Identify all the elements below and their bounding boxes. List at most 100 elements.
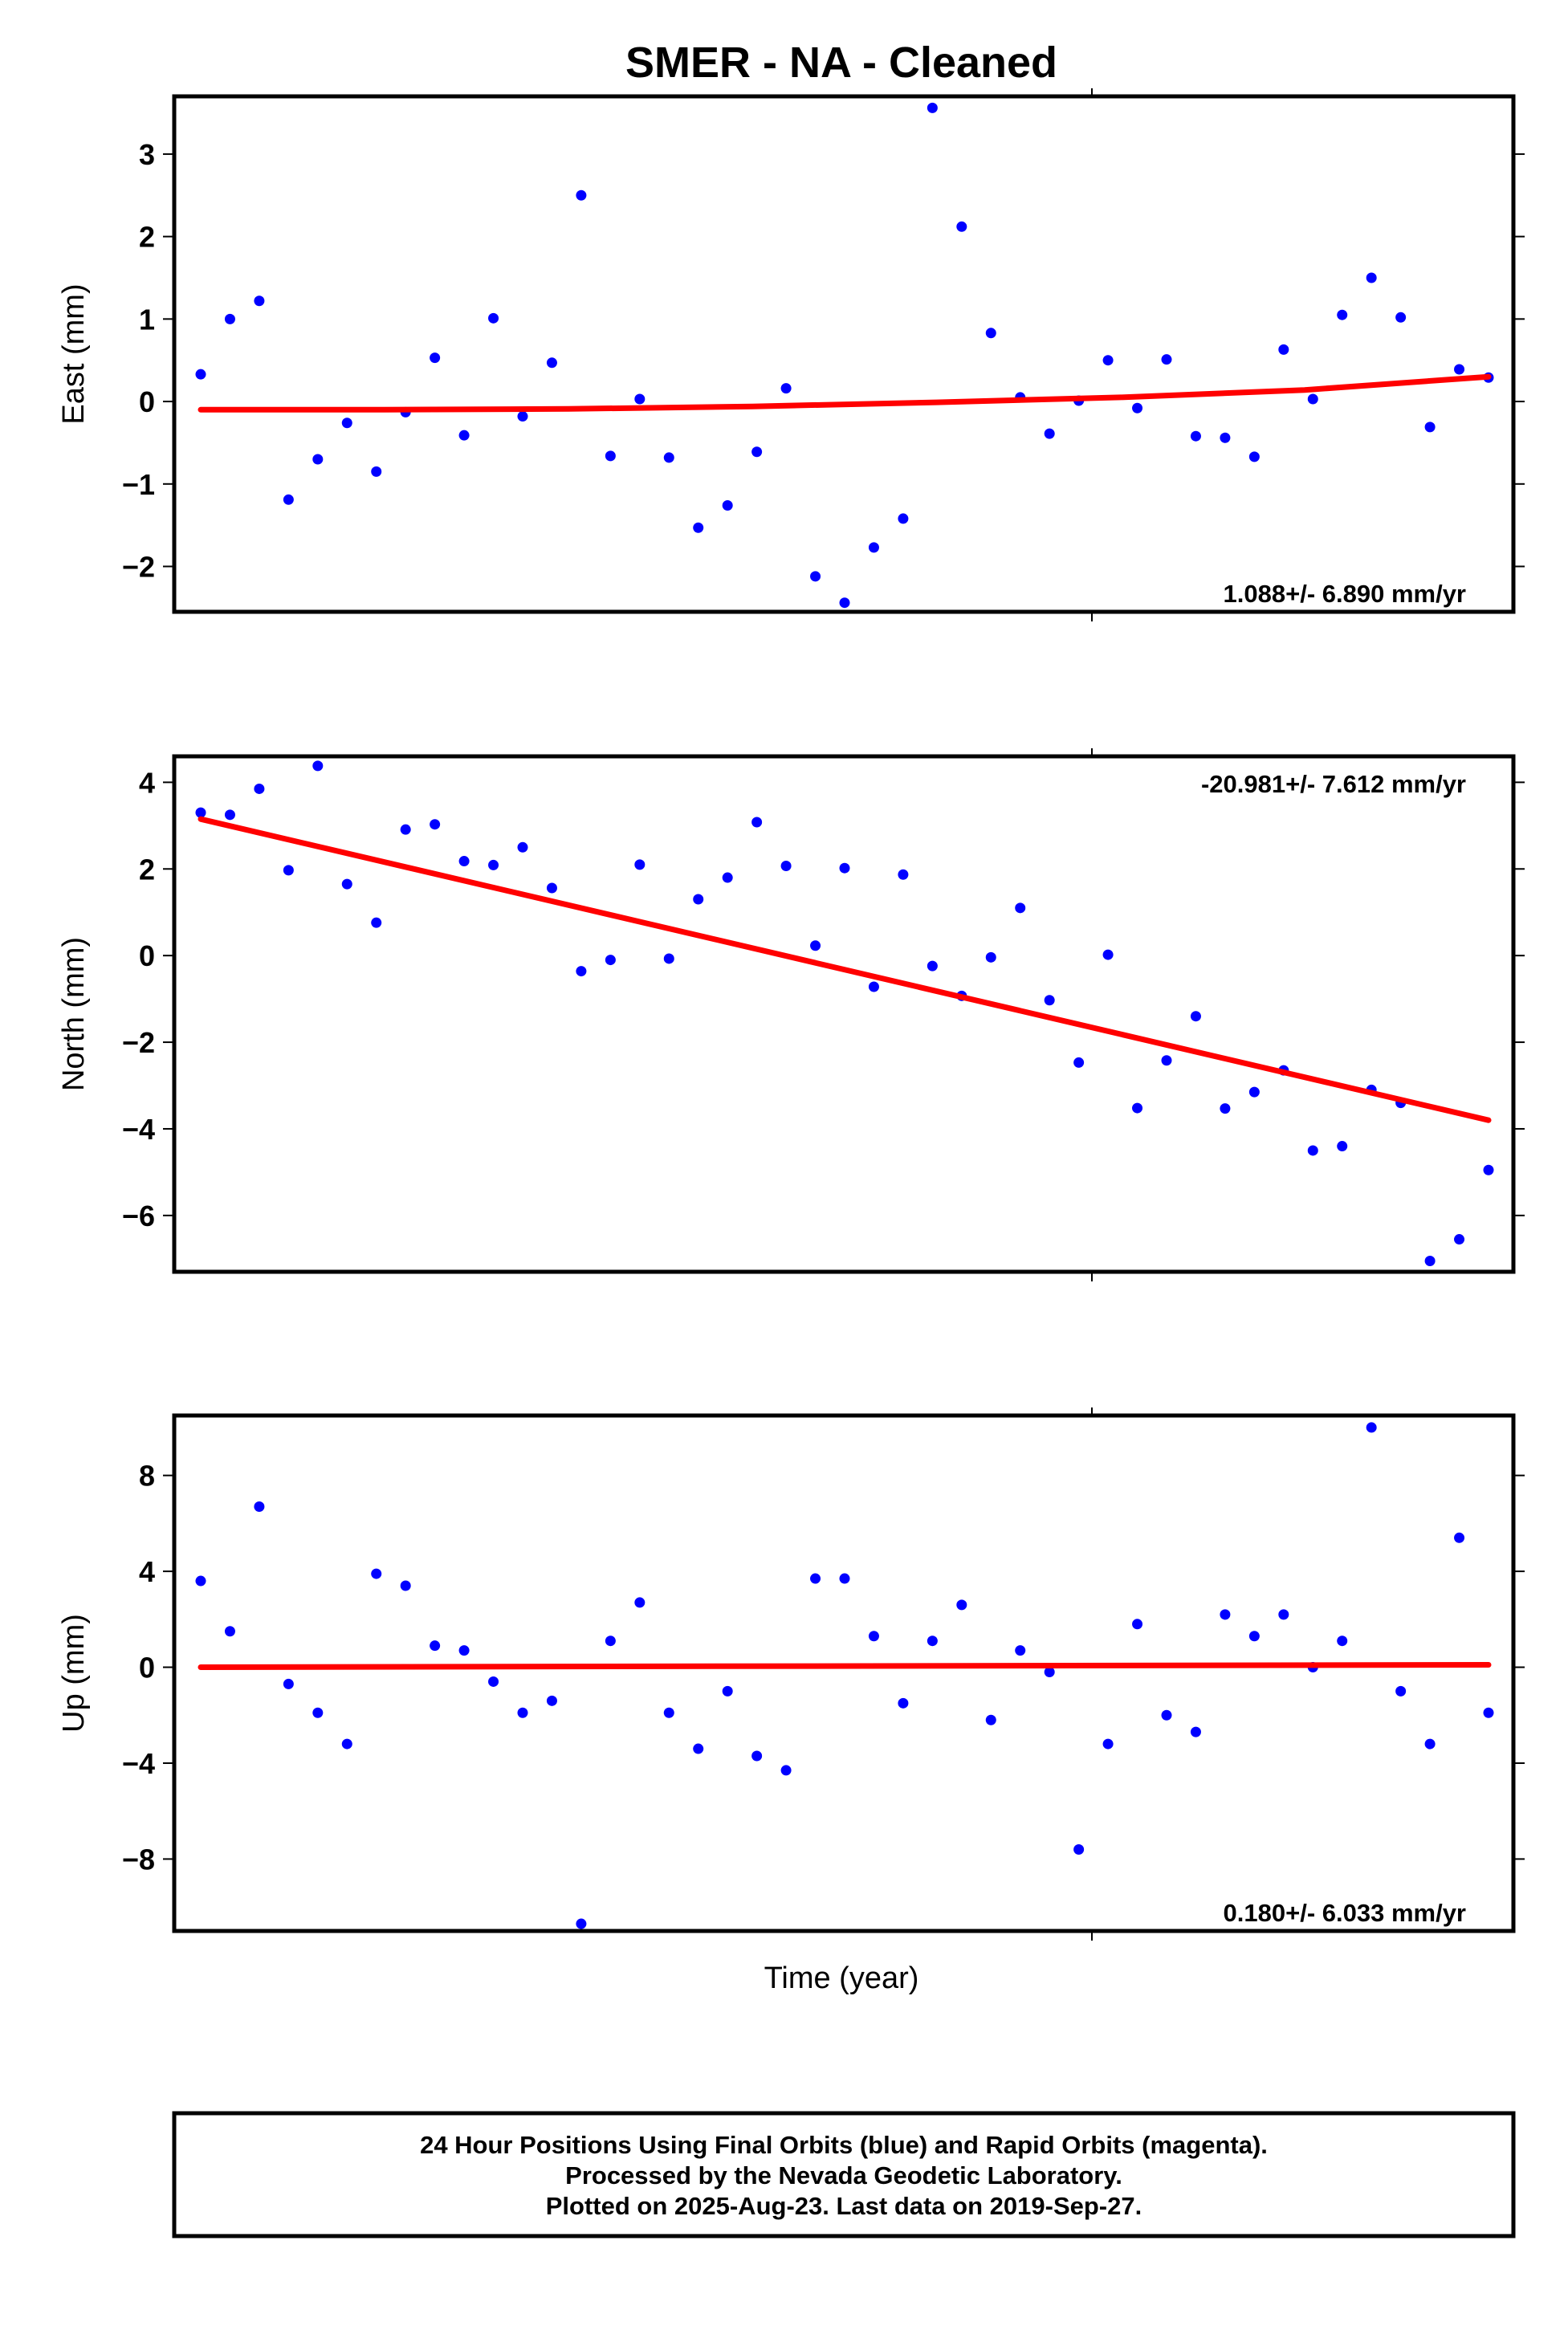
data-point <box>1483 1707 1494 1718</box>
data-point <box>195 369 206 380</box>
data-point <box>312 760 324 772</box>
data-point <box>663 953 674 964</box>
data-point <box>693 1743 704 1754</box>
data-point <box>576 966 587 977</box>
panel-3: 8 4 0 −4 −8 Up (mm) 0.180+/- 6.033 mm/yr <box>57 1407 1525 1941</box>
data-point <box>780 1765 792 1776</box>
y-tick-label: −6 <box>122 1200 155 1232</box>
data-point <box>488 859 499 870</box>
data-point <box>458 430 470 441</box>
data-point <box>605 450 616 462</box>
data-point <box>839 597 850 609</box>
y-tick-label: 1 <box>139 303 155 336</box>
data-point <box>254 295 265 307</box>
footer-line-1: 24 Hour Positions Using Final Orbits (bl… <box>420 2131 1268 2159</box>
y-tick-label: −1 <box>122 468 155 501</box>
data-point <box>868 1631 879 1642</box>
data-point <box>1015 902 1026 914</box>
data-point <box>839 1573 850 1584</box>
data-point <box>810 940 821 951</box>
data-point <box>1395 1685 1407 1697</box>
y-tick-label: 3 <box>139 138 155 171</box>
data-point <box>810 1573 821 1584</box>
rate-label: -20.981+/- 7.612 mm/yr <box>1201 770 1466 798</box>
data-point <box>1395 312 1407 323</box>
y-tick-label: −4 <box>122 1113 155 1146</box>
data-point <box>751 446 763 458</box>
data-point <box>780 383 792 394</box>
data-point <box>1424 1738 1436 1750</box>
data-point <box>1073 1843 1085 1855</box>
data-point <box>1073 1057 1085 1068</box>
data-point <box>312 454 324 465</box>
data-point <box>956 221 967 232</box>
data-point <box>195 807 206 818</box>
data-point <box>1015 1645 1026 1656</box>
data-point <box>985 328 996 339</box>
y-tick-label: −2 <box>122 1026 155 1059</box>
data-point <box>1278 344 1289 355</box>
data-point <box>898 869 909 880</box>
data-point <box>722 872 733 883</box>
data-point <box>1220 1609 1231 1620</box>
footer-line-3: Plotted on 2025-Aug-23. Last data on 201… <box>546 2192 1142 2220</box>
y-tick-label: 0 <box>139 385 155 418</box>
data-point <box>634 393 646 405</box>
data-point <box>546 882 557 894</box>
data-point <box>312 1707 324 1718</box>
data-point <box>546 1695 557 1706</box>
data-point <box>868 542 879 553</box>
data-point <box>371 917 382 928</box>
panels: 3 2 1 0 −1 −2 East (mm) 1.088+/- 6.890 mm/yr 4 2 0… <box>57 88 1525 1941</box>
data-point <box>1424 1256 1436 1267</box>
data-point <box>517 841 528 853</box>
data-point <box>430 1640 441 1652</box>
footer-line-2: Processed by the Nevada Geodetic Laborat… <box>565 2161 1122 2189</box>
data-point <box>517 411 528 422</box>
data-point <box>254 1501 265 1512</box>
data-point <box>634 1597 646 1608</box>
data-point <box>546 357 557 369</box>
data-point <box>634 859 646 870</box>
data-point <box>458 856 470 867</box>
data-point <box>195 1575 206 1587</box>
data-point <box>927 1635 938 1647</box>
data-point <box>283 494 294 505</box>
data-point <box>693 522 704 533</box>
chart-title: SMER - NA - Cleaned <box>625 39 1057 87</box>
y-axis-label: North (mm) <box>57 937 91 1091</box>
data-point <box>839 862 850 874</box>
data-point <box>1161 1709 1172 1721</box>
data-point <box>488 1676 499 1687</box>
data-point <box>1132 1619 1143 1630</box>
y-tick-label: −4 <box>122 1747 155 1780</box>
data-point <box>1044 1667 1055 1678</box>
data-point <box>254 783 265 794</box>
trend-line <box>198 373 1492 413</box>
y-axis-label: Up (mm) <box>57 1614 91 1733</box>
data-point <box>341 878 352 890</box>
data-point <box>1278 1609 1289 1620</box>
data-point <box>1454 364 1465 375</box>
data-point <box>1337 1141 1348 1152</box>
data-point <box>1248 451 1260 462</box>
data-point <box>898 1697 909 1709</box>
data-point <box>1044 428 1055 439</box>
y-tick-label: 4 <box>139 766 155 799</box>
data-point <box>1190 1726 1201 1737</box>
data-point <box>341 1738 352 1750</box>
trend-line <box>198 1662 1492 1670</box>
data-point <box>722 1685 733 1697</box>
data-point <box>576 189 587 201</box>
data-point <box>283 865 294 876</box>
panel-2: 4 2 0 −2 −4 −6 North (mm) -20.981+/- 7.612 mm/y… <box>57 748 1525 1281</box>
data-point <box>1044 995 1055 1006</box>
data-point <box>1307 1145 1318 1156</box>
rate-label: 0.180+/- 6.033 mm/yr <box>1224 1899 1466 1927</box>
data-point <box>400 824 411 835</box>
data-point <box>1337 1635 1348 1647</box>
data-point <box>576 1918 587 1929</box>
data-point <box>1220 1103 1231 1114</box>
data-point <box>810 571 821 582</box>
